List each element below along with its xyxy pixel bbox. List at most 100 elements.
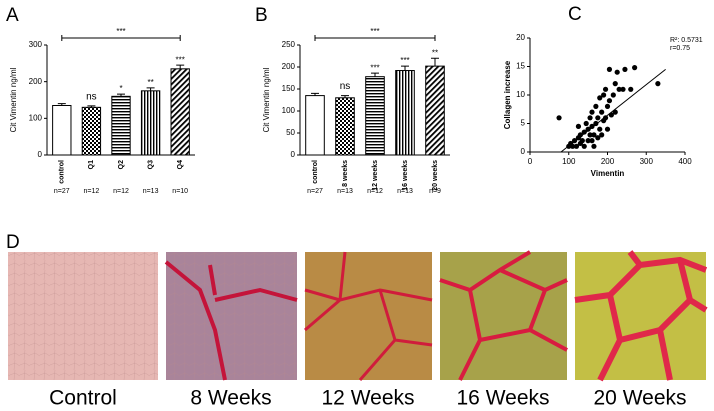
x-tick-label: 200 — [601, 157, 615, 166]
y-tick-label: 20 — [516, 33, 525, 42]
n-label: n=27 — [307, 188, 323, 195]
y-tick-label: 0 — [38, 150, 43, 159]
fibrosis — [304, 251, 433, 381]
n-label: n=13 — [397, 188, 413, 195]
point — [599, 109, 605, 115]
point — [591, 132, 597, 138]
y-axis-label: Collagen increase — [503, 60, 512, 129]
point — [575, 123, 582, 129]
significance-bracket — [314, 35, 436, 41]
significance: * — [119, 84, 122, 93]
image-label: Control — [49, 387, 117, 410]
point — [589, 109, 595, 115]
x-tick-label: 8 weeks — [342, 160, 349, 187]
point — [593, 103, 599, 109]
significance: *** — [176, 55, 185, 64]
y-tick-label: 0 — [521, 147, 526, 156]
panel-letter: A — [6, 5, 19, 26]
x-tick-label: 12 weeks — [372, 160, 379, 191]
image-label: 20 Weeks — [594, 387, 687, 410]
point — [604, 103, 611, 109]
error-bar — [57, 103, 66, 106]
y-tick-label: 200 — [282, 62, 296, 71]
fit-line — [560, 68, 666, 153]
image-label: 16 Weeks — [457, 387, 550, 410]
point — [597, 95, 603, 101]
bar — [81, 106, 102, 156]
x-tick-label: 0 — [528, 157, 533, 166]
y-tick-label: 300 — [29, 40, 43, 49]
x-tick-label: Q1 — [88, 160, 95, 169]
fibrosis — [574, 250, 708, 382]
point — [616, 86, 622, 92]
bar — [111, 95, 131, 156]
x-tick-label: 16 weeks — [402, 160, 409, 191]
x-tick-label: Q2 — [118, 160, 125, 169]
y-tick-label: 0 — [291, 150, 296, 159]
histology-images — [8, 250, 708, 382]
point — [612, 81, 618, 87]
point — [587, 115, 593, 121]
bar — [395, 70, 415, 156]
point — [628, 86, 634, 92]
point — [601, 92, 607, 98]
point — [622, 66, 628, 72]
point — [573, 143, 580, 149]
error-bar — [371, 72, 379, 77]
error-bar — [431, 57, 439, 67]
point — [585, 126, 591, 132]
n-label: n=13 — [143, 188, 159, 195]
annotation: r=0.75 — [670, 45, 690, 52]
point — [591, 143, 597, 149]
x-tick-label: 400 — [678, 157, 692, 166]
x-tick-label: 20 weeks — [432, 160, 439, 191]
significance: ns — [340, 81, 351, 92]
point — [570, 143, 576, 149]
bar — [140, 90, 161, 156]
x-tick-label: Q4 — [177, 160, 184, 169]
x-tick-label: 100 — [562, 157, 576, 166]
bar — [425, 65, 445, 156]
n-label: n=9 — [429, 188, 441, 195]
y-tick-label: 15 — [516, 62, 525, 71]
significance: *** — [400, 56, 409, 65]
y-tick-label: 150 — [282, 84, 296, 93]
n-label: n=10 — [172, 188, 188, 195]
error-bar — [87, 105, 96, 108]
point — [606, 98, 613, 104]
point — [587, 132, 593, 138]
point — [604, 126, 611, 132]
y-tick-label: 100 — [282, 106, 296, 115]
point — [595, 115, 601, 121]
point — [585, 138, 591, 144]
n-label: n=12 — [84, 188, 100, 195]
y-tick-label: 250 — [282, 40, 296, 49]
point — [589, 138, 595, 144]
bar — [52, 105, 72, 156]
point — [597, 126, 603, 132]
panel-letter: C — [568, 4, 582, 25]
error-bar — [176, 64, 185, 69]
point — [610, 92, 616, 98]
y-tick-label: 100 — [29, 113, 43, 122]
fibrosis — [164, 260, 298, 381]
bar — [335, 97, 355, 156]
error-bar — [117, 93, 125, 97]
significance: *** — [370, 63, 379, 72]
error-bar — [146, 87, 155, 91]
significance: ** — [432, 48, 438, 57]
y-tick-label: 50 — [286, 128, 295, 137]
fibrosis — [439, 250, 568, 381]
n-label: n=27 — [54, 188, 70, 195]
bar — [170, 68, 190, 156]
point — [655, 81, 661, 87]
bracket-label: *** — [116, 27, 125, 36]
y-axis-label: Cit Vimentin ng/ml — [262, 67, 271, 132]
y-axis-label: Cit Vimentin ng/ml — [9, 67, 18, 132]
point — [599, 132, 605, 138]
error-bar — [401, 65, 409, 71]
point — [602, 115, 609, 121]
error-bar — [341, 95, 349, 98]
image-20-weeks — [575, 252, 706, 380]
